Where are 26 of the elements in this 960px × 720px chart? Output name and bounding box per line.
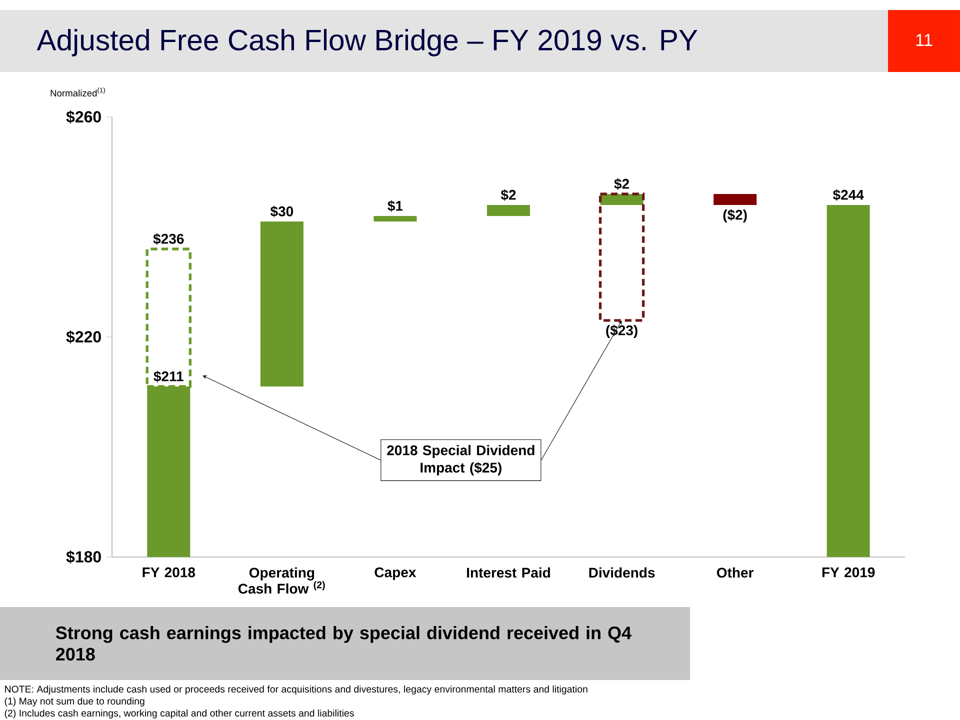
text: (1) May not sum due to rounding [4, 697, 144, 707]
x-tick-label: Operating Cash Flow $^{(2)}$ [238, 567, 325, 594]
x-tick-label: Capex [374, 567, 416, 580]
data-label: $1 [388, 200, 403, 212]
text: NOTE: Adjustments include cash used or proceeds received for acquisitions and divestures, legacy environmental matters and litigation [5, 685, 588, 695]
data-label: $30 [270, 206, 294, 218]
text: Strong cash earnings impacted by special dividend received in Q4 2018 [56, 626, 632, 661]
x-tick-label: Interest Paid [467, 567, 550, 578]
x-tick-label: Dividends [589, 567, 655, 578]
annotation: 2018 Special Dividend Impact ($25) [387, 444, 534, 476]
y-tick-label: $220 [66, 330, 101, 344]
y-tick-label: $180 [66, 550, 101, 564]
chart-subtitle: Normalized$^{(1)}$ [50, 88, 105, 96]
data-label: $236 [153, 233, 184, 245]
y-tick-label: $260 [66, 110, 101, 124]
x-tick-label: FY 2019 [822, 567, 875, 578]
chart-title: Adjusted Free Cash Flow Bridge – FY 2019 vs. PY [36, 28, 698, 56]
text: (2) Includes cash earnings, working capital and other current assets and liabilities [4, 709, 354, 719]
x-tick-label: FY 2018 [142, 567, 196, 578]
data-label: $2 [500, 189, 516, 201]
text: 11 [916, 34, 932, 46]
data-label: $2 [614, 178, 629, 190]
x-tick-label: Other [716, 567, 754, 578]
data-label: ($2) [723, 209, 747, 223]
data-label: $244 [832, 189, 864, 201]
data-label: $211 [154, 370, 184, 382]
